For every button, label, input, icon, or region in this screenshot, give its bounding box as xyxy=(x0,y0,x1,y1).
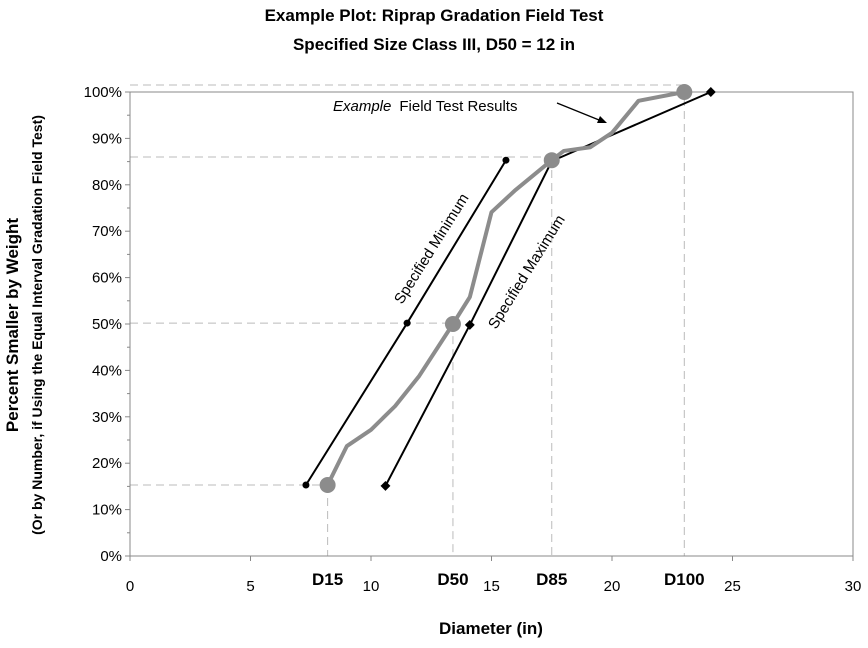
marker-point-d85 xyxy=(543,152,560,169)
y-tick-label: 20% xyxy=(92,455,122,472)
point-specified-minimum xyxy=(502,156,510,164)
annotation-field-test: Example Field Test Results xyxy=(333,98,517,115)
x-tick-label: 5 xyxy=(246,578,254,595)
series-line-example-field-test-results xyxy=(323,90,685,493)
x-tick-label: 15 xyxy=(483,578,500,595)
label-specified-minimum: Specified Minimum xyxy=(391,191,473,307)
point-specified-minimum xyxy=(302,481,310,489)
point-specified-maximum xyxy=(705,87,716,97)
y-axis-label: Percent Smaller by Weight xyxy=(3,218,22,432)
marker-label-d100: D100 xyxy=(664,570,705,589)
annotation-arrowhead xyxy=(597,116,607,123)
y-tick-label: 50% xyxy=(92,316,122,333)
y-tick-label: 60% xyxy=(92,270,122,287)
y-tick-label: 100% xyxy=(84,84,122,101)
chart-title: Example Plot: Riprap Gradation Field Tes… xyxy=(265,6,604,25)
x-tick-label: 10 xyxy=(363,578,380,595)
x-tick-label: 20 xyxy=(604,578,621,595)
x-axis-label: Diameter (in) xyxy=(439,619,543,638)
marker-label-d15: D15 xyxy=(312,570,343,589)
annotation-arrow xyxy=(556,102,605,123)
series-line-specified-maximum xyxy=(384,91,712,487)
x-tick-label: 0 xyxy=(126,578,134,595)
y-tick-label: 80% xyxy=(92,177,122,194)
chart-subtitle: Specified Size Class III, D50 = 12 in xyxy=(293,35,575,54)
label-specified-maximum: Specified Maximum xyxy=(485,212,569,332)
marker-point-d50 xyxy=(444,316,461,332)
y-tick-label: 70% xyxy=(92,223,122,240)
x-tick-label: 30 xyxy=(845,578,862,595)
point-specified-maximum xyxy=(380,480,391,491)
point-specified-maximum xyxy=(464,319,475,330)
marker-label-d85: D85 xyxy=(536,570,567,589)
marker-point-d100 xyxy=(676,84,693,100)
point-specified-minimum xyxy=(403,319,411,327)
y-tick-label: 40% xyxy=(92,362,122,379)
y-tick-label: 0% xyxy=(100,548,122,565)
y-tick-label: 10% xyxy=(92,502,122,519)
x-tick-label: 25 xyxy=(724,578,741,595)
y-tick-label: 90% xyxy=(92,130,122,147)
y-axis-label-secondary: (Or by Number, if Using the Equal Interv… xyxy=(29,115,45,535)
marker-point-d15 xyxy=(319,477,336,494)
y-tick-label: 30% xyxy=(92,409,122,426)
marker-label-d50: D50 xyxy=(437,570,468,589)
